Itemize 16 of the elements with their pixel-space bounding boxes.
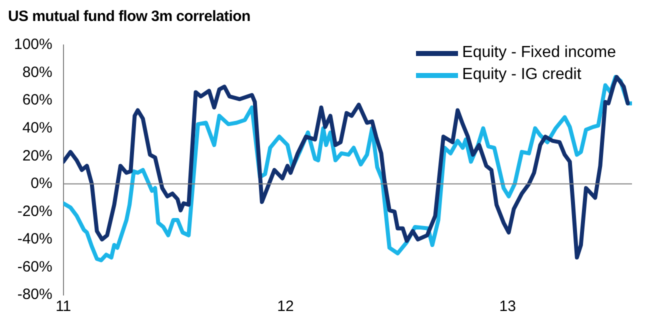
y-tick-label: -20% [17,202,52,220]
y-tick-label: 20% [22,147,52,164]
x-tick-label: 13 [499,298,516,316]
y-tick-label: 40% [22,119,52,136]
y-tick-label: 0% [30,175,52,192]
y-tick-label: -60% [17,258,52,276]
chart-title: US mutual fund flow 3m correlation [8,8,252,27]
y-tick-label: -40% [17,230,52,248]
x-tick-label: 12 [277,298,294,316]
legend-label: Equity - Fixed income [462,43,616,63]
legend-label: Equity - IG credit [462,65,582,85]
y-tick-label: -80% [17,286,52,304]
x-tick-label: 11 [56,298,72,316]
y-tick-label: 80% [22,64,52,81]
y-tick-label: 100% [14,36,52,54]
y-tick-label: 60% [22,92,52,109]
